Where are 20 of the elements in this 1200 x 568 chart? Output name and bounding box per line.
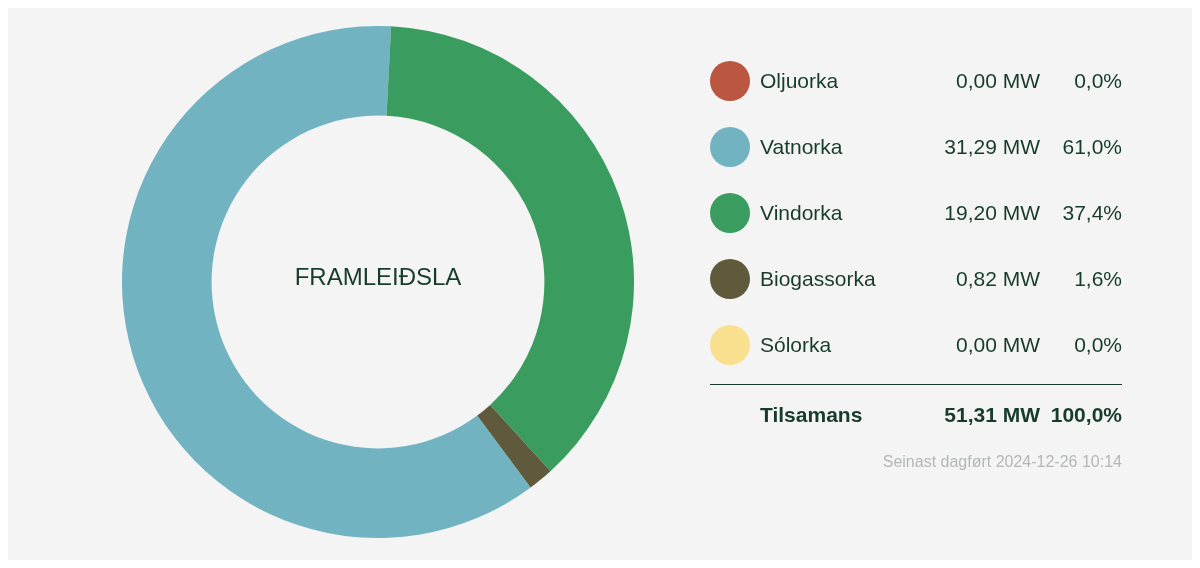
legend-label: Vindorka — [760, 201, 844, 225]
legend-label: Oljuorka — [760, 69, 840, 93]
text: 61,0% — [1061, 135, 1122, 159]
text: 0,0% — [1073, 69, 1122, 93]
text: 51,31 MW — [943, 403, 1040, 427]
text: Seinast dagført 2024-12-26 10:14 — [881, 453, 1122, 471]
data-label: 31,29 MW — [943, 135, 1040, 159]
data-label: 19,20 MW — [943, 201, 1040, 225]
legend-label: Sólorka — [760, 333, 833, 357]
text: 0,0% — [1073, 333, 1122, 357]
legend-label: Biogassorka — [760, 267, 877, 291]
data-label: 0,82 MW — [954, 267, 1040, 291]
text: 37,4% — [1061, 201, 1122, 225]
text: FRAMLEIÐSLA — [294, 262, 462, 290]
text: 0,00 MW — [955, 69, 1040, 92]
legend-label: Vatnorka — [760, 135, 844, 159]
text: 1,6% — [1073, 267, 1122, 291]
text: 0,00 MW — [955, 333, 1040, 356]
text: Tilsamans — [760, 403, 864, 427]
text: 100,0% — [1049, 403, 1122, 427]
